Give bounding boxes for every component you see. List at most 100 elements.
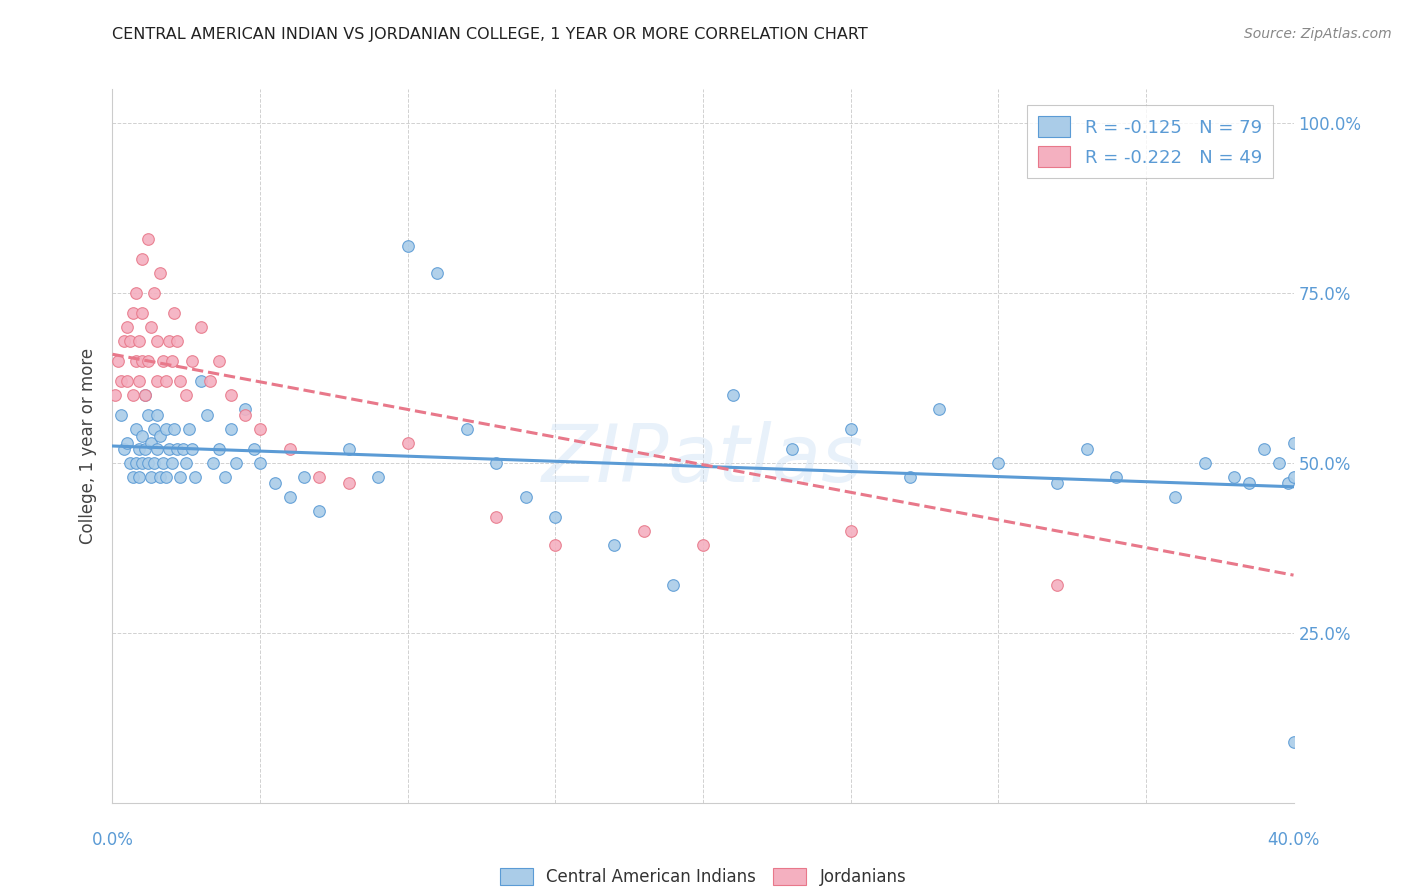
- Point: [839, 422, 862, 436]
- Point: [149, 266, 172, 280]
- Point: [928, 401, 950, 416]
- Point: [1282, 734, 1305, 748]
- Point: [134, 388, 156, 402]
- Point: [134, 442, 156, 457]
- Point: [367, 469, 389, 483]
- Point: [155, 375, 177, 389]
- Point: [174, 388, 197, 402]
- Point: [117, 435, 138, 450]
- Point: [456, 422, 478, 436]
- Point: [780, 442, 803, 457]
- Text: ZIPatlas: ZIPatlas: [541, 421, 865, 500]
- Point: [198, 375, 221, 389]
- Point: [603, 537, 626, 551]
- Point: [139, 469, 162, 483]
- Point: [112, 442, 135, 457]
- Point: [515, 490, 537, 504]
- Point: [122, 469, 145, 483]
- Point: [112, 334, 135, 348]
- Point: [122, 306, 145, 320]
- Point: [190, 375, 212, 389]
- Point: [117, 375, 138, 389]
- Point: [169, 469, 191, 483]
- Point: [107, 354, 129, 368]
- Point: [233, 409, 256, 423]
- Point: [139, 435, 162, 450]
- Point: [264, 476, 287, 491]
- Point: [136, 354, 159, 368]
- Point: [146, 375, 169, 389]
- Text: Source: ZipAtlas.com: Source: ZipAtlas.com: [1244, 27, 1392, 41]
- Point: [120, 334, 142, 348]
- Point: [110, 375, 132, 389]
- Point: [243, 442, 266, 457]
- Point: [131, 456, 153, 470]
- Point: [146, 334, 169, 348]
- Point: [110, 409, 132, 423]
- Point: [249, 422, 271, 436]
- Point: [152, 456, 174, 470]
- Point: [898, 469, 921, 483]
- Point: [1076, 442, 1098, 457]
- Point: [214, 469, 236, 483]
- Point: [278, 442, 301, 457]
- Point: [292, 469, 315, 483]
- Point: [142, 422, 165, 436]
- Point: [125, 286, 148, 301]
- Point: [149, 469, 172, 483]
- Point: [149, 429, 172, 443]
- Point: [633, 524, 655, 538]
- Point: [249, 456, 271, 470]
- Point: [160, 456, 183, 470]
- Legend: Central American Indians, Jordanians: Central American Indians, Jordanians: [494, 861, 912, 892]
- Point: [1239, 476, 1261, 491]
- Point: [128, 442, 150, 457]
- Point: [131, 252, 153, 266]
- Point: [155, 422, 177, 436]
- Point: [125, 354, 148, 368]
- Point: [208, 442, 231, 457]
- Point: [134, 388, 156, 402]
- Point: [692, 537, 714, 551]
- Point: [426, 266, 449, 280]
- Point: [839, 524, 862, 538]
- Point: [233, 401, 256, 416]
- Point: [225, 456, 247, 470]
- Point: [1164, 490, 1187, 504]
- Point: [152, 354, 174, 368]
- Point: [104, 388, 127, 402]
- Point: [190, 320, 212, 334]
- Point: [184, 469, 207, 483]
- Point: [1277, 476, 1299, 491]
- Point: [1046, 578, 1069, 592]
- Point: [201, 456, 224, 470]
- Point: [142, 456, 165, 470]
- Text: 40.0%: 40.0%: [1267, 831, 1320, 849]
- Point: [155, 469, 177, 483]
- Point: [181, 354, 204, 368]
- Point: [157, 442, 180, 457]
- Point: [1223, 469, 1246, 483]
- Point: [139, 320, 162, 334]
- Point: [396, 238, 419, 252]
- Y-axis label: College, 1 year or more: College, 1 year or more: [79, 348, 97, 544]
- Point: [136, 409, 159, 423]
- Point: [128, 469, 150, 483]
- Point: [163, 306, 186, 320]
- Point: [195, 409, 218, 423]
- Point: [485, 510, 508, 524]
- Point: [136, 456, 159, 470]
- Point: [308, 503, 330, 517]
- Point: [125, 456, 148, 470]
- Point: [166, 334, 188, 348]
- Point: [396, 435, 419, 450]
- Point: [208, 354, 231, 368]
- Point: [278, 490, 301, 504]
- Text: 0.0%: 0.0%: [91, 831, 134, 849]
- Point: [219, 388, 242, 402]
- Point: [987, 456, 1010, 470]
- Point: [131, 306, 153, 320]
- Point: [136, 232, 159, 246]
- Point: [179, 422, 201, 436]
- Point: [181, 442, 204, 457]
